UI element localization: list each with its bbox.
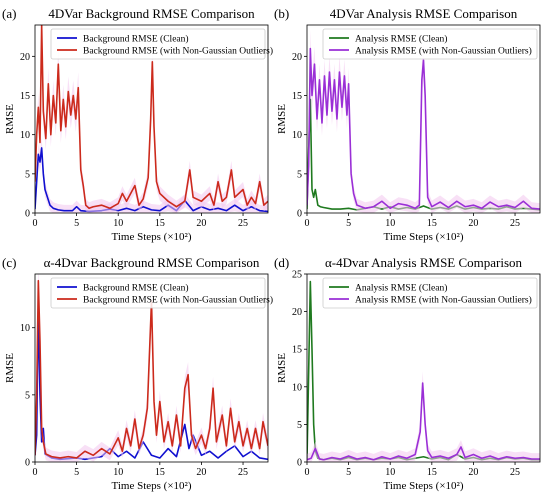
legend-entry: Analysis RMSE (with Non-Gaussian Outlier…	[355, 294, 532, 305]
x-tick-label: 10	[113, 218, 123, 229]
y-tick-label: 5	[25, 169, 30, 180]
panel-c: (c) α-4Dvar Background RMSE Comparison 0 5 1…	[2, 255, 273, 492]
y-tick-label: 10	[292, 382, 302, 393]
x-tick-label: 0	[305, 218, 310, 229]
y-tick-label: 20	[292, 52, 302, 63]
legend-entry: Analysis RMSE (with Non-Gaussian Outlier…	[355, 45, 532, 56]
x-tick-label: 25	[238, 218, 248, 229]
y-tick-label: 0	[297, 458, 302, 469]
legend: Background RMSE (Clean)Background RMSE (…	[50, 28, 273, 60]
x-tick-label: 10	[385, 218, 395, 229]
y-tick-label: 0	[25, 209, 30, 220]
legend-entry: Background RMSE (Clean)	[83, 282, 189, 293]
axes-frame	[306, 273, 541, 463]
legend-entry: Analysis RMSE (Clean)	[355, 282, 447, 293]
x-axis-label: Time Steps (×10²)	[384, 231, 464, 243]
legend-entry: Background RMSE (Clean)	[83, 33, 189, 44]
legend: Analysis RMSE (Clean)Analysis RMSE (with…	[322, 277, 538, 309]
y-tick-label: 20	[20, 52, 30, 63]
x-tick-label: 20	[468, 467, 478, 478]
chart-title: 4DVar Background RMSE Comparison	[48, 6, 255, 21]
x-axis-label: Time Steps (×10²)	[384, 480, 464, 492]
x-tick-label: 15	[427, 467, 437, 478]
x-tick-label: 10	[113, 467, 123, 478]
y-tick-label: 10	[20, 323, 30, 334]
axes-frame	[34, 24, 269, 214]
x-axis-label: Time Steps (×10²)	[112, 480, 192, 492]
panel-label: (a)	[2, 6, 16, 21]
y-tick-label: 10	[292, 130, 302, 141]
x-tick-label: 15	[155, 467, 165, 478]
x-tick-label: 20	[196, 467, 206, 478]
plot-area	[307, 280, 540, 462]
x-tick-label: 25	[238, 467, 248, 478]
x-tick-label: 0	[33, 218, 38, 229]
y-axis-label: RMSE	[276, 104, 288, 134]
x-tick-label: 10	[385, 467, 395, 478]
x-tick-label: 5	[346, 218, 351, 229]
x-tick-label: 25	[510, 467, 520, 478]
x-tick-label: 25	[510, 218, 520, 229]
y-tick-label: 15	[20, 91, 30, 102]
legend-box	[50, 28, 266, 60]
y-tick-label: 5	[297, 169, 302, 180]
legend-box	[50, 277, 266, 309]
panel-label: (b)	[274, 6, 289, 21]
y-tick-label: 0	[25, 458, 30, 469]
panel-a: (a) 4DVar Background RMSE Comparison 0 5 10 1…	[2, 6, 273, 243]
series-1-line	[307, 382, 540, 461]
series-1-line	[35, 279, 268, 459]
y-tick-label: 15	[292, 91, 302, 102]
y-tick-label: 25	[292, 270, 302, 281]
y-axis-label: RMSE	[276, 353, 288, 383]
x-tick-label: 20	[196, 218, 206, 229]
y-tick-label: 0	[297, 209, 302, 220]
axes-frame	[306, 24, 541, 214]
y-tick-label: 15	[292, 345, 302, 356]
chart-title: 4DVar Analysis RMSE Comparison	[330, 6, 518, 21]
y-tick-label: 20	[292, 307, 302, 318]
series-0-band	[35, 137, 268, 213]
y-axis-label: RMSE	[4, 353, 16, 383]
legend: Background RMSE (Clean)Background RMSE (…	[50, 277, 273, 309]
panel-b: (b) 4DVar Analysis RMSE Comparison 0 5 10 15 2…	[274, 6, 541, 243]
plot-area	[307, 29, 540, 213]
x-tick-label: 5	[74, 218, 79, 229]
y-tick-label: 5	[25, 390, 30, 401]
chart-title: α-4Dvar Analysis RMSE Comparison	[325, 255, 523, 270]
panel-label: (d)	[274, 255, 289, 270]
x-tick-label: 5	[346, 467, 351, 478]
y-tick-label: 10	[20, 130, 30, 141]
chart-title: α-4Dvar Background RMSE Comparison	[44, 255, 260, 270]
series-0-line	[35, 147, 268, 213]
legend-entry: Analysis RMSE (Clean)	[355, 33, 447, 44]
x-tick-label: 20	[468, 218, 478, 229]
legend: Analysis RMSE (Clean)Analysis RMSE (with…	[322, 28, 538, 60]
x-tick-label: 15	[427, 218, 437, 229]
panel-label: (c)	[2, 255, 16, 270]
series-1-line	[35, 25, 268, 210]
plot-area	[35, 25, 268, 213]
panel-d: (d) α-4Dvar Analysis RMSE Comparison 0 5 10 1…	[274, 255, 541, 492]
plot-area	[35, 274, 268, 462]
legend-box	[322, 277, 538, 309]
y-axis-label: RMSE	[4, 104, 16, 134]
series-1-line	[307, 47, 540, 210]
legend-entry: Background RMSE (with Non-Gaussian Outli…	[83, 45, 273, 56]
legend-box	[322, 28, 538, 60]
x-tick-label: 0	[305, 467, 310, 478]
y-tick-label: 5	[297, 420, 302, 431]
x-tick-label: 5	[74, 467, 79, 478]
legend-entry: Background RMSE (with Non-Gaussian Outli…	[83, 294, 273, 305]
x-tick-label: 15	[155, 218, 165, 229]
x-axis-label: Time Steps (×10²)	[112, 231, 192, 243]
x-tick-label: 0	[33, 467, 38, 478]
axes-frame	[34, 273, 269, 463]
